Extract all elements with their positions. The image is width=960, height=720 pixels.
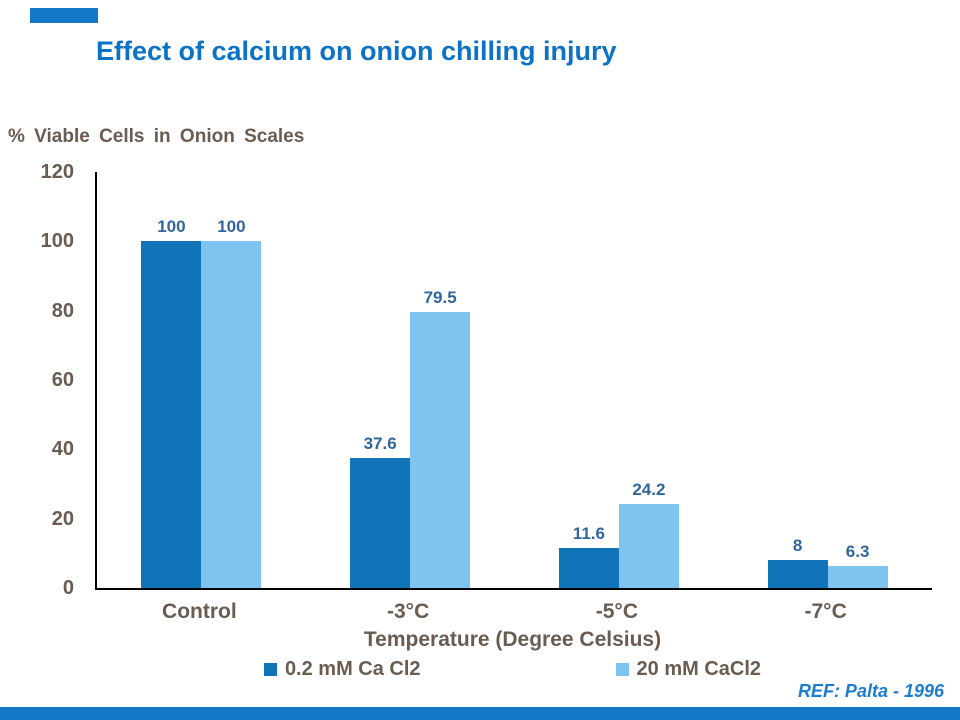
x-category-label: -3°C — [387, 600, 430, 623]
x-category-label: -5°C — [595, 600, 638, 623]
bar-value-label: 24.2 — [632, 480, 666, 500]
x-axis-title: Temperature (Degree Celsius) — [363, 628, 662, 651]
bar — [350, 457, 411, 588]
bar — [767, 560, 828, 588]
y-tick-label: 80 — [51, 299, 74, 322]
bar — [558, 547, 619, 588]
bar-group: 100 100 — [97, 172, 306, 588]
chart-plot-area: 100 100 37.6 79.5 11.6 24.2 8 6.3 — [95, 172, 932, 590]
y-tick-label: 20 — [51, 507, 74, 530]
bar-value-label: 100 — [217, 217, 246, 237]
y-tick-label: 60 — [51, 369, 74, 391]
reference-citation: REF: Palta - 1996 — [797, 681, 944, 701]
bar-group: 8 6.3 — [723, 172, 932, 588]
bar-column-series1: 37.6 — [350, 172, 411, 588]
bar — [618, 504, 679, 588]
bar-value-label: 79.5 — [423, 288, 457, 308]
bar-value-label: 6.3 — [845, 542, 870, 562]
y-tick-label: 0 — [62, 577, 74, 599]
bar-column-series1: 11.6 — [558, 172, 619, 588]
slide-title: Effect of calcium on onion chilling inju… — [96, 36, 617, 66]
bar-value-label: 11.6 — [572, 523, 605, 543]
legend-item-series1: 0.2 mM Ca Cl2 — [263, 658, 421, 681]
x-category-label: Control — [162, 600, 237, 623]
bar-column-series2: 79.5 — [410, 172, 471, 588]
y-tick-label: 40 — [51, 438, 74, 461]
y-axis-title: % Viable Cells in Onion Scales — [8, 126, 305, 147]
top-accent-bar — [30, 8, 98, 23]
legend-marker-light-blue — [615, 663, 629, 676]
bar — [141, 241, 202, 588]
y-tick-label: 100 — [40, 230, 74, 253]
bar-column-series1: 100 — [141, 172, 202, 588]
y-axis-tick-labels: 0 20 40 60 80 100 120 — [0, 162, 86, 598]
legend-label-series1: 0.2 mM Ca Cl2 — [284, 658, 421, 680]
bar — [827, 566, 888, 588]
bar-column-series2: 100 — [201, 172, 262, 588]
legend-marker-dark-blue — [263, 663, 277, 676]
legend-label-series2: 20 mM CaCl2 — [636, 658, 762, 680]
bar-value-label: 37.6 — [363, 433, 397, 453]
bar — [201, 241, 262, 588]
y-tick-label: 120 — [40, 161, 74, 183]
bar-column-series1: 8 — [767, 172, 828, 588]
bar-group: 37.6 79.5 — [306, 172, 515, 588]
bar-column-series2: 6.3 — [827, 172, 888, 588]
bar — [410, 312, 471, 588]
x-axis-tick-labels: Control -3°C -5°C -7°C — [95, 600, 930, 624]
x-category-label: -7°C — [804, 600, 847, 623]
bar-column-series2: 24.2 — [618, 172, 679, 588]
legend-item-series2: 20 mM CaCl2 — [615, 658, 762, 681]
bar-value-label: 100 — [157, 217, 186, 237]
bottom-accent-bar — [0, 707, 960, 720]
legend: 0.2 mM Ca Cl2 20 mM CaCl2 — [95, 658, 930, 681]
bar-group: 11.6 24.2 — [515, 172, 724, 588]
bar-value-label: 8 — [792, 536, 803, 556]
